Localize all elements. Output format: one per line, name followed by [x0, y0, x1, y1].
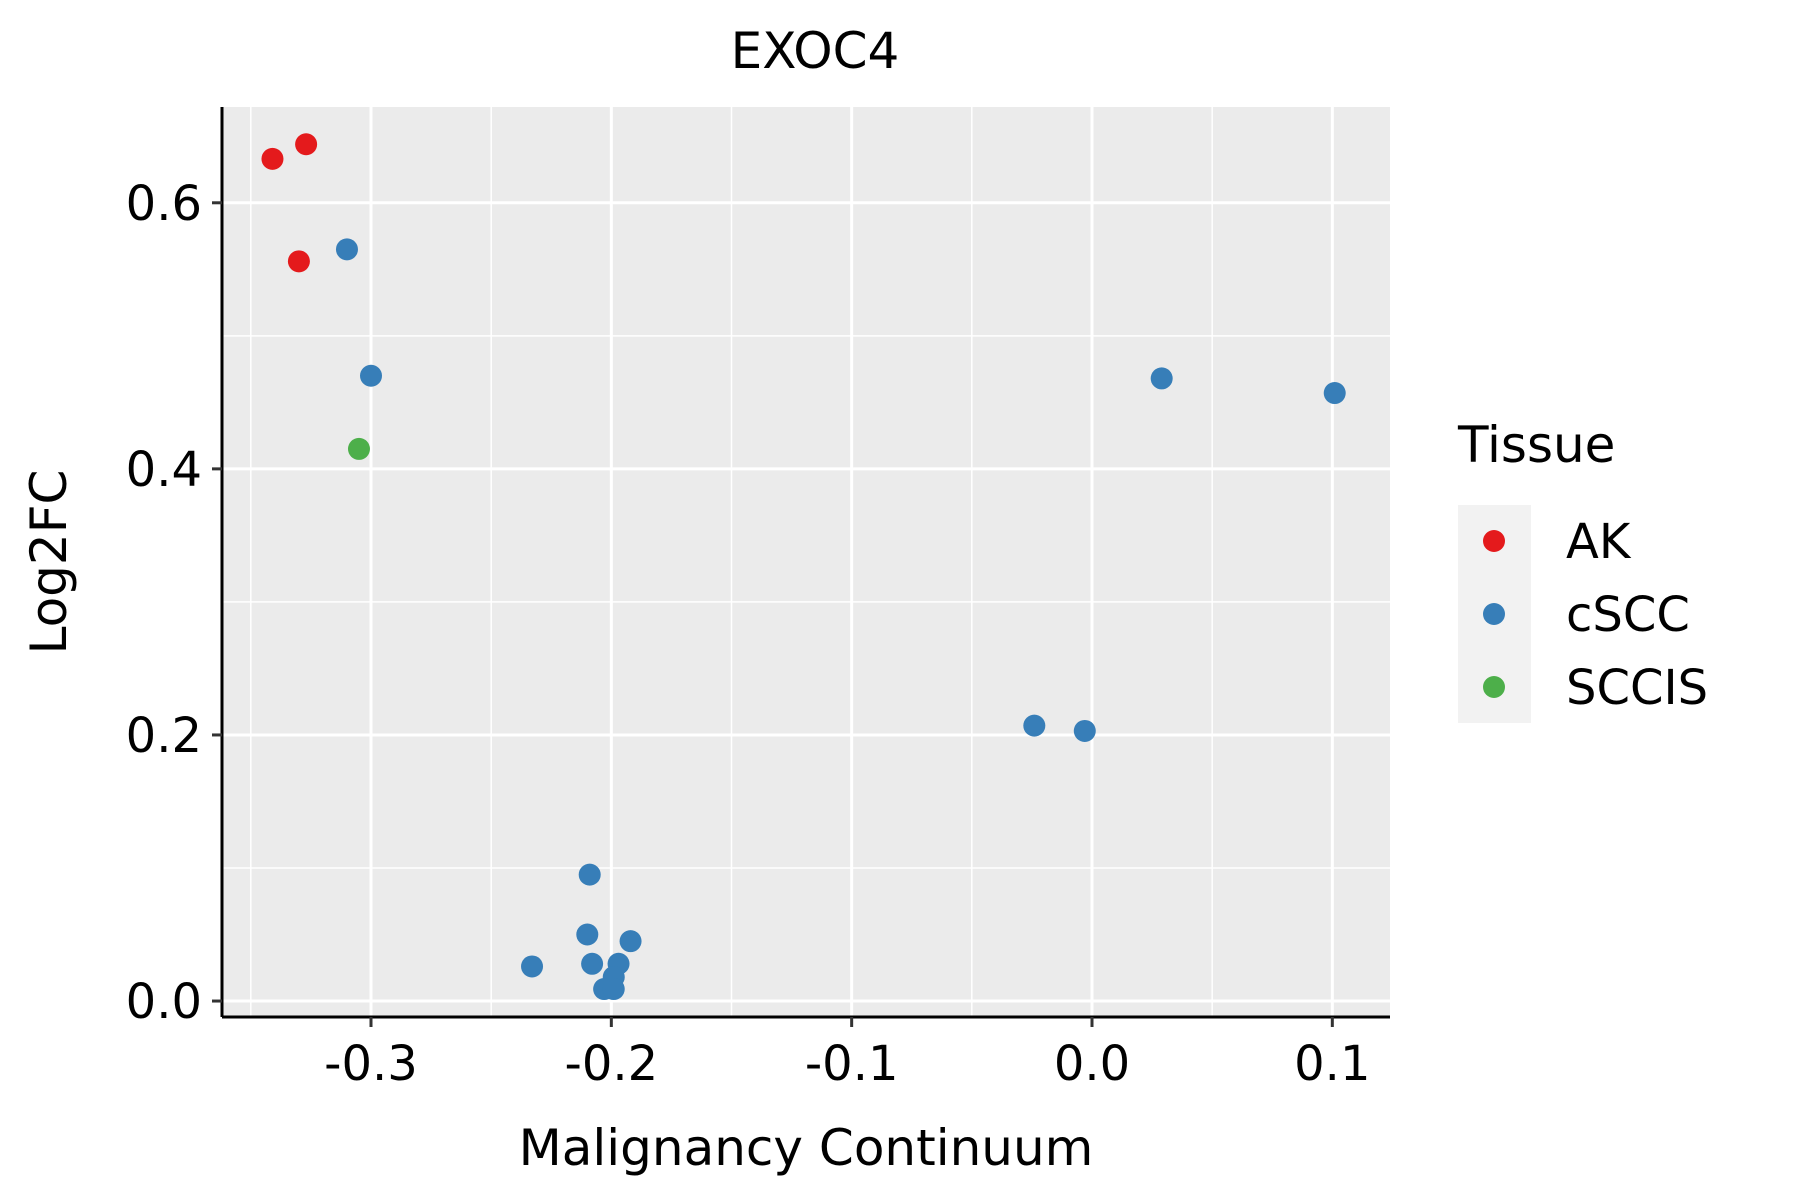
x-axis-ticks: -0.3 -0.2 -0.1 0.0 0.1 — [324, 1017, 1370, 1092]
y-tick-label: 0.2 — [126, 708, 202, 764]
point-cscc — [581, 952, 604, 975]
y-tick-label: 0.6 — [126, 176, 202, 232]
point-cscc — [1150, 367, 1173, 390]
point-cscc — [576, 923, 599, 946]
x-tick-label: -0.2 — [565, 1036, 659, 1092]
point-ak — [287, 250, 310, 273]
legend-label-ak: AK — [1566, 514, 1632, 570]
point-cscc — [1323, 382, 1346, 405]
plot-panel — [222, 107, 1390, 1017]
point-ak — [261, 147, 284, 170]
legend-label-sccis: SCCIS — [1566, 660, 1708, 716]
y-tick-label: 0.0 — [126, 974, 202, 1030]
point-cscc — [521, 955, 544, 978]
x-tick-label: 0.0 — [1054, 1036, 1130, 1092]
x-tick-label: -0.1 — [805, 1036, 899, 1092]
y-axis-title: Log2FC — [20, 470, 78, 655]
legend-key-ak — [1483, 530, 1505, 552]
major-gridlines — [222, 107, 1390, 1017]
legend-key-sccis — [1483, 676, 1505, 698]
x-tick-label: -0.3 — [324, 1036, 418, 1092]
point-ak — [295, 133, 318, 156]
x-axis-title: Malignancy Continuum — [519, 1119, 1094, 1177]
minor-gridlines — [222, 107, 1390, 1017]
point-sccis — [347, 437, 370, 460]
point-cscc — [335, 238, 358, 261]
point-cscc — [1073, 719, 1096, 742]
point-cscc — [602, 978, 625, 1001]
legend-title: Tissue — [1457, 416, 1615, 474]
point-cscc — [619, 930, 642, 953]
data-points — [261, 133, 1346, 1001]
point-cscc — [1023, 714, 1046, 737]
y-axis-ticks: 0.0 0.2 0.4 0.6 — [126, 176, 222, 1030]
x-tick-label: 0.1 — [1294, 1036, 1370, 1092]
point-cscc — [360, 364, 383, 387]
chart-title: EXOC4 — [731, 22, 900, 80]
legend-label-cscc: cSCC — [1566, 587, 1690, 643]
legend: Tissue AK cSCC SCCIS — [1457, 416, 1708, 723]
point-cscc — [578, 863, 601, 886]
y-tick-label: 0.4 — [126, 442, 202, 498]
legend-key-cscc — [1483, 603, 1505, 625]
